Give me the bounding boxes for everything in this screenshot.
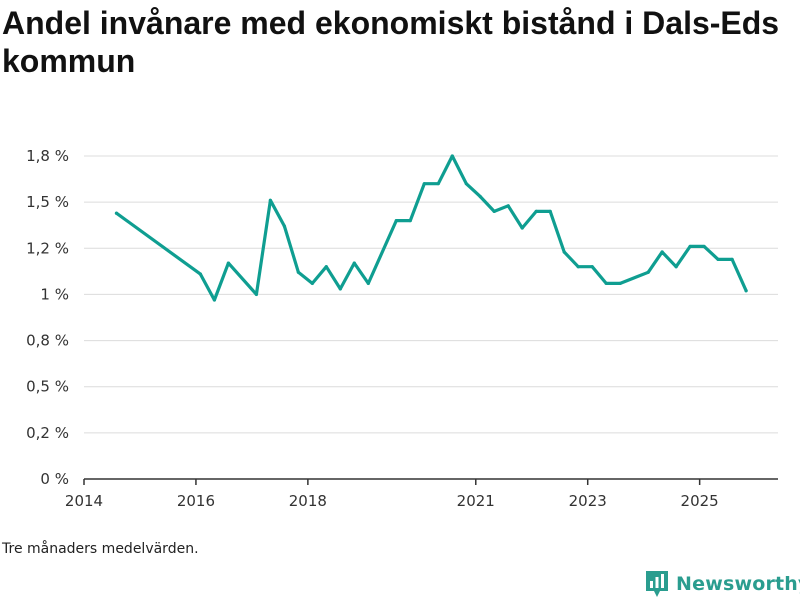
data-point (618, 281, 622, 285)
data-point (310, 281, 314, 285)
data-point (282, 224, 286, 228)
y-tick-label: 1,2 % (26, 239, 69, 257)
data-point (422, 182, 426, 186)
data-point (394, 219, 398, 223)
data-point (646, 270, 650, 274)
data-point (576, 265, 580, 269)
data-point (688, 244, 692, 249)
y-tick-label: 1,8 % (26, 147, 69, 165)
data-point (492, 209, 496, 213)
chart-title: Andel invånare med ekonomiskt bistånd i … (2, 5, 780, 79)
x-tick-label: 2014 (65, 492, 103, 510)
data-point (520, 226, 524, 230)
y-tick-label: 0,5 % (26, 378, 69, 396)
data-point (296, 270, 300, 274)
x-tick-label: 2021 (457, 492, 495, 510)
data-point (716, 257, 720, 261)
brand-logo[interactable]: Newsworthy (644, 568, 800, 600)
data-point (212, 298, 217, 302)
y-tick-label: 0 % (40, 470, 69, 488)
data-point (464, 182, 468, 186)
data-point (548, 209, 552, 213)
x-tick-label: 2023 (569, 492, 607, 510)
data-point (366, 281, 370, 285)
data-point (506, 204, 510, 208)
x-tick-label: 2025 (681, 492, 719, 510)
data-point (254, 292, 258, 297)
x-axis (83, 478, 778, 485)
y-axis-tick-labels: 0 % 0,2 % 0,5 % 0,8 % 1 % 1,2 % 1,5 % 1,8 % (26, 147, 69, 488)
data-point (436, 182, 440, 186)
data-point (702, 244, 706, 249)
series-layer (114, 154, 748, 302)
data-point (562, 250, 566, 254)
data-point (268, 198, 272, 202)
y-tick-label: 1 % (40, 285, 69, 303)
data-point (534, 209, 538, 213)
brand-name: Newsworthy (676, 573, 800, 595)
data-point (114, 211, 119, 215)
x-axis-tick-labels: 2014 2016 2018 2021 2023 2025 (65, 492, 719, 510)
gridlines (84, 155, 778, 434)
data-point (198, 272, 203, 276)
y-tick-label: 0,2 % (26, 424, 69, 442)
footnote: Tre månaders medelvärden. (2, 541, 199, 557)
data-point (590, 265, 594, 269)
y-tick-label: 0,8 % (26, 332, 69, 350)
data-point (226, 261, 230, 265)
data-point (352, 261, 356, 265)
data-point (408, 219, 412, 223)
data-point (674, 265, 678, 269)
x-tick-label: 2018 (289, 492, 327, 510)
data-point (730, 257, 734, 261)
series-line (114, 154, 748, 302)
x-tick-label: 2016 (177, 492, 215, 510)
data-point (744, 289, 748, 293)
data-point (604, 281, 608, 285)
newsworthy-logo-icon (646, 571, 668, 597)
y-tick-label: 1,5 % (26, 193, 69, 211)
data-point (478, 195, 482, 199)
data-point (338, 287, 342, 291)
data-point (450, 154, 454, 158)
data-point (660, 250, 664, 254)
data-point (324, 265, 328, 269)
